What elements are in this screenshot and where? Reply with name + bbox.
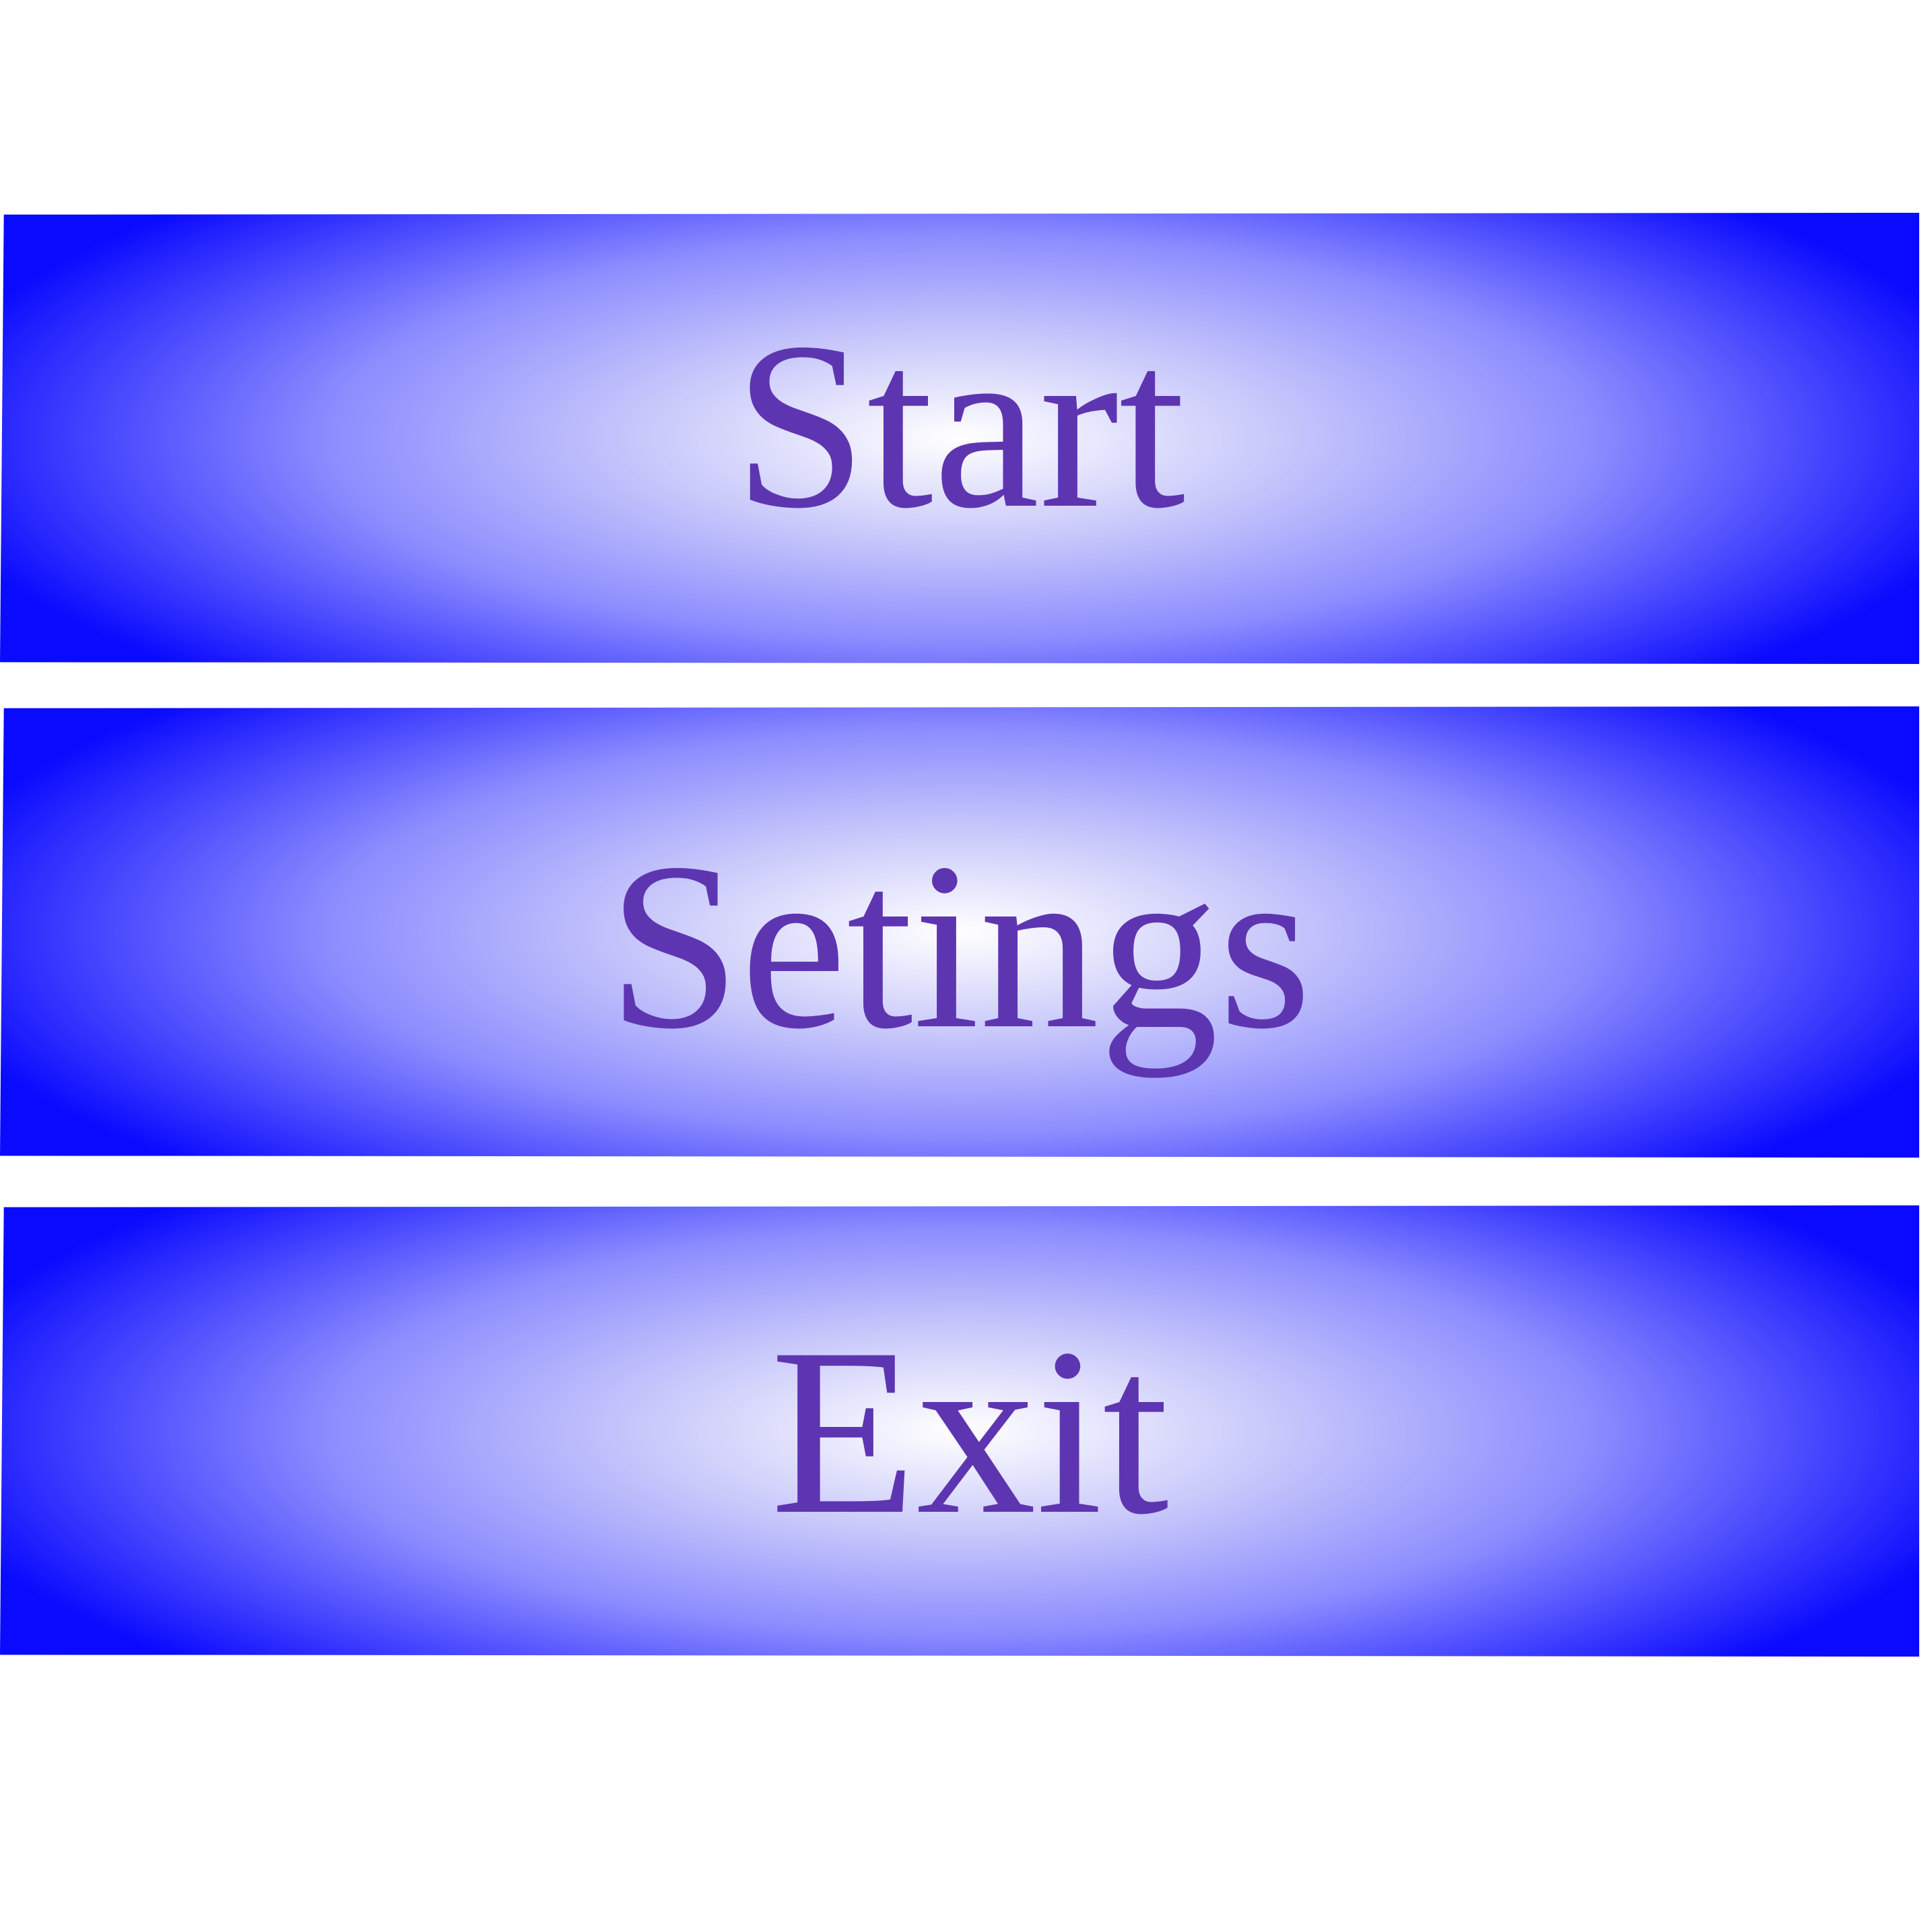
settings-button[interactable]: Setings: [0, 706, 1919, 1158]
exit-button-label: Exit: [770, 1298, 1169, 1564]
exit-button[interactable]: Exit: [0, 1205, 1919, 1657]
start-button[interactable]: Start: [0, 213, 1919, 664]
settings-button-label: Setings: [607, 813, 1312, 1078]
start-button-label: Start: [733, 292, 1186, 558]
